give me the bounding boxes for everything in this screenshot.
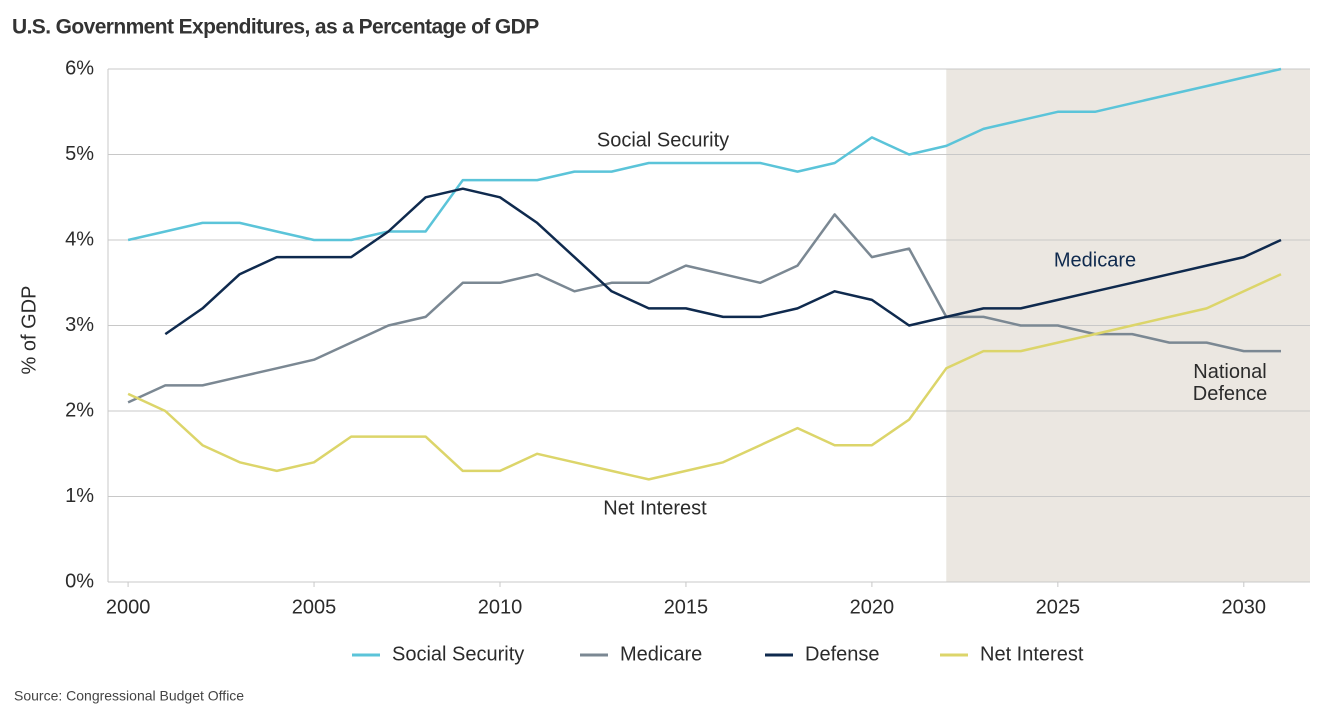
x-tick-label: 2000	[106, 596, 151, 618]
y-tick-label: 3%	[65, 314, 94, 336]
y-tick-label: 5%	[65, 143, 94, 165]
legend-item: Defense	[765, 643, 880, 665]
y-tick-label: 4%	[65, 228, 94, 250]
chart-title: U.S. Government Expenditures, as a Perce…	[12, 16, 539, 39]
series-line	[127, 67, 1282, 242]
legend-label: Medicare	[620, 643, 702, 665]
y-tick-label: 6%	[65, 57, 94, 79]
legend-item: Net Interest	[940, 643, 1084, 665]
legend-label: Net Interest	[980, 643, 1084, 665]
annotation: Medicare	[1054, 249, 1136, 271]
legend-item: Social Security	[352, 643, 524, 665]
legend-item: Medicare	[580, 643, 702, 665]
annotation: National Defence	[1193, 361, 1268, 405]
annotation: Social Security	[597, 129, 729, 151]
series-line	[127, 273, 1282, 481]
x-tick-label: 2025	[1036, 596, 1081, 618]
y-axis-label: % of GDP	[18, 286, 40, 375]
x-tick-label: 2030	[1222, 596, 1267, 618]
legend-label: Defense	[805, 643, 880, 665]
legend-label: Social Security	[392, 643, 524, 665]
series-line	[127, 213, 1281, 404]
x-tick-label: 2010	[478, 596, 523, 618]
series-line	[164, 187, 1282, 336]
x-tick-label: 2015	[664, 596, 709, 618]
y-tick-label: 0%	[65, 570, 94, 592]
x-tick-label: 2005	[292, 596, 337, 618]
annotation: Net Interest	[603, 497, 707, 519]
y-tick-label: 1%	[65, 485, 94, 507]
x-tick-label: 2020	[850, 596, 895, 618]
source: Source: Congressional Budget Office	[14, 688, 244, 704]
y-tick-label: 2%	[65, 399, 94, 421]
